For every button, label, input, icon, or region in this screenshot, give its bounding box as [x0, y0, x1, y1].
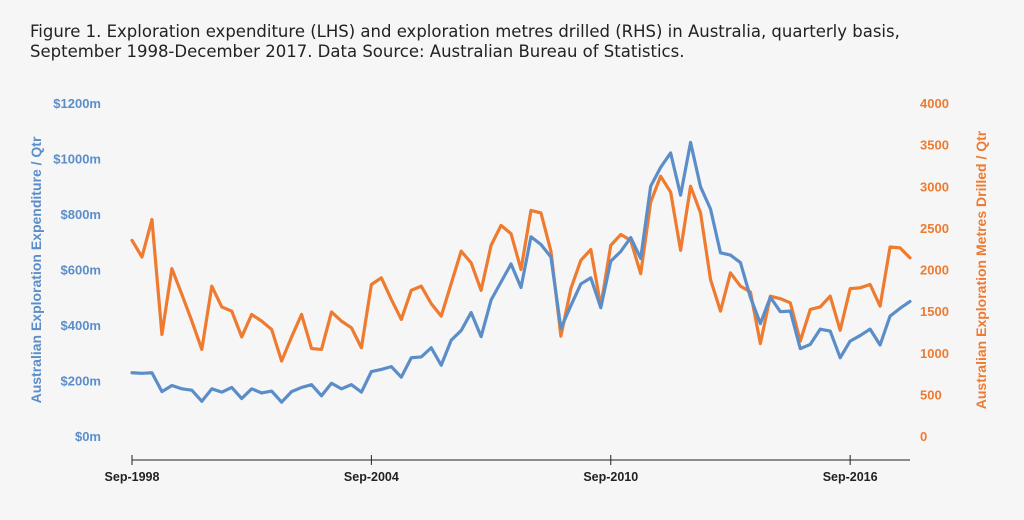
metres-drilled-series-line — [130, 174, 912, 363]
chart-title: Figure 1. Exploration expenditure (LHS) … — [30, 22, 990, 62]
right-axis-label: Australian Exploration Metres Drilled / … — [973, 130, 989, 409]
left-axis-tick-label: $200m — [61, 374, 101, 389]
chart-title-line-2: September 1998-December 2017. Data Sourc… — [30, 42, 685, 61]
right-axis-tick-label: 1000 — [920, 346, 949, 361]
right-axis-tick-label: 4000 — [920, 96, 949, 111]
right-axis-tick-label: 2000 — [920, 263, 949, 278]
right-axis-tick-label: 500 — [920, 387, 942, 402]
left-axis-tick-label: $400m — [61, 318, 101, 333]
x-axis-tick-label: Sep-2016 — [823, 470, 878, 484]
right-axis-tick-label: 2500 — [920, 221, 949, 236]
right-axis-tick-label: 0 — [920, 429, 927, 444]
x-axis-tick-label: Sep-2004 — [344, 470, 399, 484]
right-axis-tick-label: 3000 — [920, 179, 949, 194]
x-axis-tick-label: Sep-1998 — [105, 470, 160, 484]
expenditure-series-line — [130, 140, 912, 404]
left-axis-tick-label: $0m — [75, 429, 101, 444]
left-axis-tick-label: $1200m — [53, 96, 101, 111]
right-axis-tick-label: 1500 — [920, 304, 949, 319]
right-axis-ticks: 0 500 1000 1500 2000 2500 3000 3500 4000 — [920, 96, 949, 444]
left-axis-tick-label: $1000m — [53, 152, 101, 167]
right-axis-tick-label: 3500 — [920, 138, 949, 153]
left-axis-tick-label: $800m — [61, 207, 101, 222]
left-axis-tick-label: $600m — [61, 263, 101, 278]
left-axis-ticks: $0m $200m $400m $600m $800m $1000m $1200m — [53, 96, 101, 444]
left-axis-label: Australian Exploration Expenditure / Qtr — [28, 136, 44, 403]
chart-title-line-1: Figure 1. Exploration expenditure (LHS) … — [30, 22, 900, 41]
x-axis-tick-label: Sep-2010 — [583, 470, 638, 484]
x-axis: Sep-1998 Sep-2004 Sep-2010 Sep-2016 — [105, 455, 910, 484]
series-lines — [130, 140, 912, 404]
